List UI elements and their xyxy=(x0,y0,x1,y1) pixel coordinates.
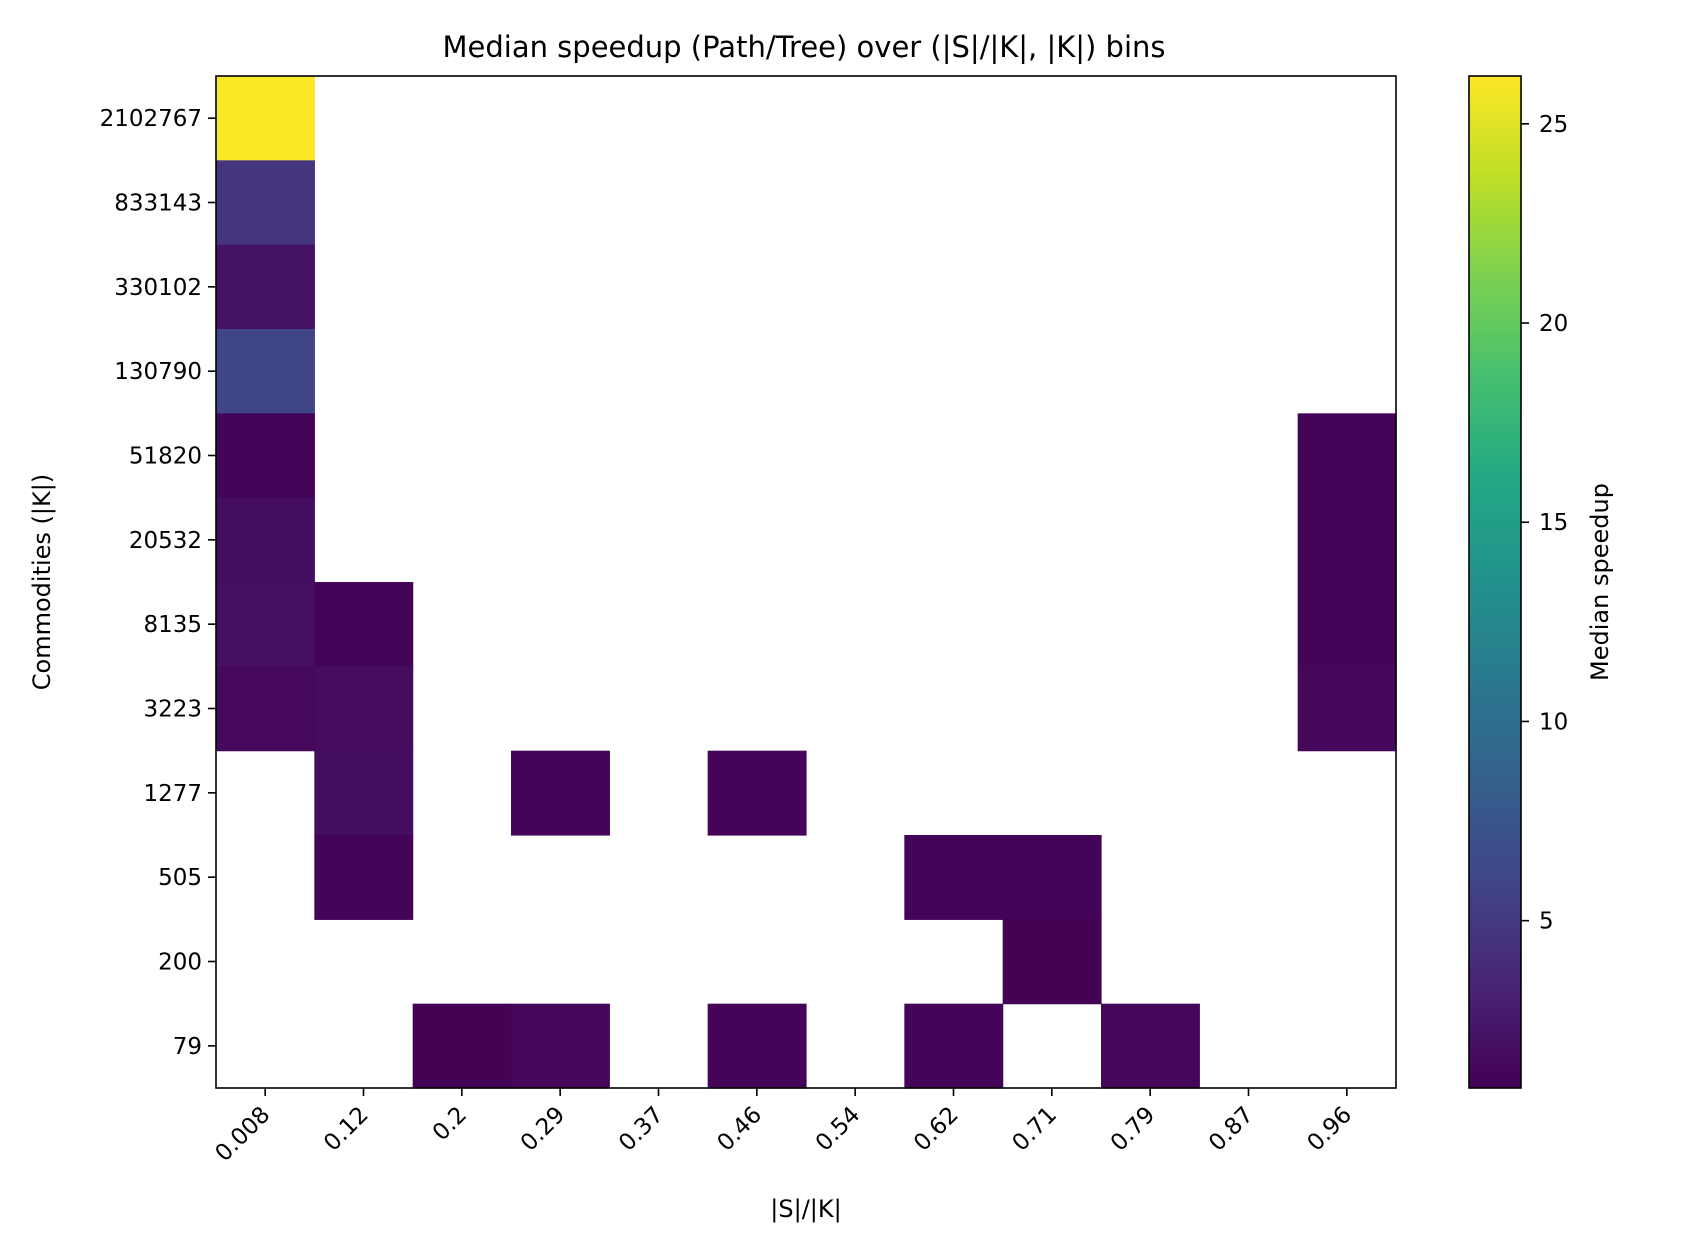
x-tick-label: 0.37 xyxy=(614,1102,669,1157)
heatmap-cell xyxy=(314,666,414,752)
heatmap-cell xyxy=(904,1003,1004,1089)
heatmap-cells xyxy=(216,76,1397,1089)
x-tick-label: 0.87 xyxy=(1204,1102,1259,1157)
x-tick-label: 0.96 xyxy=(1302,1102,1357,1157)
heatmap-cell xyxy=(216,413,315,499)
heatmap-cell xyxy=(216,160,315,246)
x-tick-label: 0.29 xyxy=(516,1102,571,1157)
colorbar xyxy=(1468,75,1522,1089)
x-tick-label: 0.2 xyxy=(428,1102,472,1146)
x-tick-label: 0.46 xyxy=(712,1102,767,1157)
colorbar-label: Median speedup xyxy=(1586,483,1614,681)
heatmap-cell xyxy=(511,1003,610,1089)
heatmap-cell xyxy=(1101,1003,1200,1089)
y-tick-label: 330102 xyxy=(114,275,202,301)
y-tick-label: 130790 xyxy=(114,359,202,385)
heatmap-cell xyxy=(314,835,414,920)
heatmap-cell xyxy=(707,1003,807,1089)
x-axis-ticks: 0.008 0.12 0.2 0.29 0.37 0.46 0.54 0.62 0.71 0.79… xyxy=(210,1088,1357,1167)
heatmap-cell xyxy=(216,582,315,667)
x-tick-label: 0.79 xyxy=(1106,1102,1161,1157)
y-tick-label: 505 xyxy=(158,865,202,891)
colorbar-tick-label: 25 xyxy=(1539,112,1568,138)
y-tick-label: 20532 xyxy=(129,528,202,554)
heatmap-cell xyxy=(314,750,414,836)
y-tick-label: 200 xyxy=(158,950,202,976)
heatmap-cell xyxy=(412,1003,512,1089)
x-tick-label: 0.008 xyxy=(210,1102,275,1167)
y-tick-label: 1277 xyxy=(143,781,202,807)
y-tick-label: 833143 xyxy=(114,191,202,217)
y-tick-label: 79 xyxy=(173,1034,202,1060)
heatmap-cell xyxy=(1297,582,1397,667)
heatmap-cell xyxy=(1297,413,1397,499)
y-axis-label: Commodities (|K|) xyxy=(28,474,56,690)
y-axis-ticks: 2102767 833143 330102 130790 51820 20532 8135 3… xyxy=(100,106,216,1060)
heatmap-cell xyxy=(1002,919,1102,1005)
y-tick-label: 51820 xyxy=(129,444,202,470)
y-tick-label: 3223 xyxy=(143,697,202,723)
x-axis-label: |S|/|K| xyxy=(770,1195,841,1223)
x-tick-label: 0.12 xyxy=(319,1102,374,1157)
y-tick-label: 8135 xyxy=(143,612,202,638)
x-tick-label: 0.71 xyxy=(1007,1102,1062,1157)
heatmap-cell xyxy=(216,76,315,161)
chart-title: Median speedup (Path/Tree) over (|S|/|K|… xyxy=(442,30,1165,64)
heatmap-cell xyxy=(707,750,807,836)
heatmap-cell xyxy=(511,750,610,836)
x-tick-label: 0.54 xyxy=(811,1102,866,1157)
heatmap-cell xyxy=(314,582,414,667)
x-tick-label: 0.62 xyxy=(909,1102,964,1157)
heatmap-cell xyxy=(1297,666,1397,752)
colorbar-tick-label: 10 xyxy=(1539,709,1568,735)
heatmap-cell xyxy=(1297,497,1397,583)
heatmap-cell xyxy=(904,835,1004,920)
heatmap-cell xyxy=(1002,835,1102,920)
heatmap-cell xyxy=(216,497,315,583)
plot-frame xyxy=(215,75,1397,1089)
colorbar-tick-label: 5 xyxy=(1539,909,1554,935)
colorbar-tick-label: 15 xyxy=(1539,510,1568,536)
colorbar-ticks: 5 10 15 20 25 xyxy=(1521,112,1568,935)
heatmap-cell xyxy=(216,329,315,414)
heatmap-cell xyxy=(216,666,315,752)
colorbar-tick-label: 20 xyxy=(1539,311,1568,337)
heatmap-cell xyxy=(216,244,315,330)
y-tick-label: 2102767 xyxy=(100,106,202,132)
